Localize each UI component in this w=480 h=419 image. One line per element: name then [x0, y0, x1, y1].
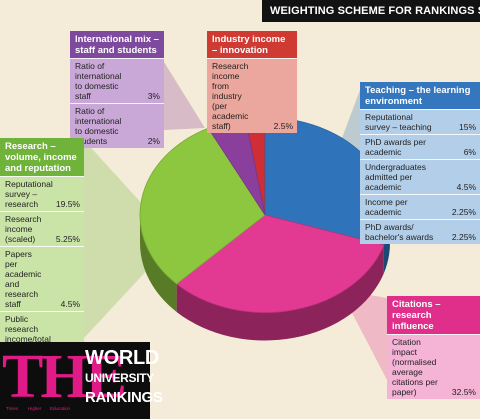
legend-row: Income per academic 2.25% — [360, 194, 480, 219]
legend-row-value: 3% — [147, 91, 160, 101]
legend-row: Ratio of international to domestic staff… — [70, 58, 164, 103]
group-title-industry: Industry income – innovation — [212, 34, 286, 56]
logo-sub-education: Education — [50, 406, 71, 411]
legend-row-label: Research income (scaled) — [5, 214, 42, 244]
logo-the-letters: THE — [2, 343, 127, 411]
legend-row-label: Citation impact (normalised average cita… — [392, 337, 438, 397]
the-logo: THE Times Higher Education WORLD UNIVERS… — [0, 342, 163, 419]
logo-sub-higher: Higher — [28, 406, 42, 411]
legend-row-label: Undergraduates admitted per academic — [365, 162, 426, 192]
legend-row-value: 2% — [147, 136, 160, 146]
logo-rankings: RANKINGS — [85, 389, 163, 406]
legend-row-value: 15% — [458, 122, 476, 132]
legend-row-label: Income per academic — [365, 197, 408, 217]
pie-side — [140, 215, 177, 312]
logo-world: WORLD — [85, 347, 160, 369]
legend-row-value: 6% — [463, 147, 476, 157]
legend-row: Reputational survey – research 19.5% — [0, 176, 84, 211]
group-title-citations: Citations – research influence — [392, 299, 441, 332]
legend-row-label: PhD awards per academic — [365, 137, 426, 157]
group-title-teaching: Teaching – the learning environment — [365, 85, 471, 107]
legend-row: Undergraduates admitted per academic 4.5% — [360, 159, 480, 194]
legend-row-label: Ratio of international to domestic stude… — [75, 106, 122, 146]
box-teaching: Teaching – the learning environment Reput… — [360, 82, 480, 244]
box-international: International mix – staff and students Ra… — [70, 31, 164, 148]
legend-row-label: Reputational survey – teaching — [365, 112, 432, 132]
legend-row: Research income (scaled) 5.25% — [0, 211, 84, 246]
legend-row-label: Ratio of international to domestic staff — [75, 61, 122, 101]
leader-wedge — [84, 140, 175, 338]
legend-row-label: Research income from industry (per acade… — [212, 61, 249, 131]
legend-row-value: 4.5% — [456, 182, 476, 192]
pie-side — [176, 245, 384, 341]
pie-slice — [175, 214, 385, 313]
legend-row: Ratio of international to domestic stude… — [70, 103, 164, 148]
legend-row: Papers per academic and research staff 4.… — [0, 246, 84, 311]
legend-row-value: 4.5% — [60, 299, 80, 309]
logo-sub-times: Times — [6, 406, 19, 411]
group-title-research: Research – volume, income and reputation — [5, 141, 77, 174]
group-title-international: International mix – staff and students — [75, 34, 159, 56]
box-citations: Citations – research influence Citation i… — [387, 296, 480, 399]
leader-wedge — [164, 62, 205, 130]
pie-slice — [139, 127, 266, 285]
legend-row-value: 2.25% — [451, 232, 476, 242]
legend-row: Research income from industry (per acade… — [207, 58, 297, 133]
legend-row-value: 19.5% — [55, 199, 80, 209]
legend-row-label: Papers per academic and research staff — [5, 249, 42, 309]
logo-university: UNIVERSITY — [85, 371, 155, 385]
box-industry: Industry income – innovation Research inc… — [207, 31, 297, 133]
legend-row-value: 5.25% — [55, 234, 80, 244]
legend-row: Citation impact (normalised average cita… — [387, 334, 480, 399]
legend-row: PhD awards per academic 6% — [360, 134, 480, 159]
legend-row: Reputational survey – teaching 15% — [360, 109, 480, 134]
legend-row-label: PhD awards/ bachelor's awards — [365, 222, 434, 242]
legend-row-label: Reputational survey – research — [5, 179, 53, 209]
legend-row: PhD awards/ bachelor's awards 2.25% — [360, 219, 480, 244]
legend-row-value: 32.5% — [451, 387, 476, 397]
box-research: Research – volume, income and reputation… — [0, 138, 84, 366]
pie-side — [383, 215, 390, 274]
legend-row-value: 2.25% — [451, 207, 476, 217]
chart-title: WEIGHTING SCHEME FOR RANKINGS SCORES — [262, 0, 480, 22]
legend-row-value: 2.5% — [273, 121, 293, 131]
pie-sides — [140, 215, 390, 341]
